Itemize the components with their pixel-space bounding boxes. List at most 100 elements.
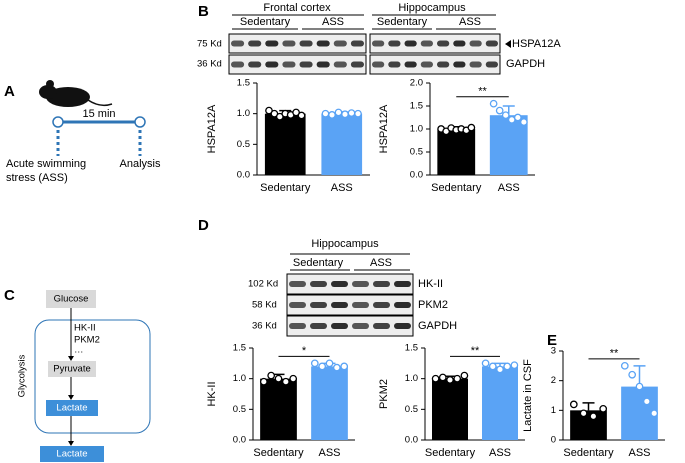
group: Sedentary	[240, 16, 291, 28]
bar	[437, 129, 476, 175]
arrow	[505, 40, 511, 48]
significance: **	[610, 348, 619, 360]
band	[420, 40, 433, 47]
y-tick-label: 0.0	[410, 170, 423, 181]
band	[331, 281, 348, 287]
x-tick-label: ASS	[489, 447, 511, 459]
y-tick-label: 0.5	[410, 147, 423, 158]
x-tick-label: Sedentary	[425, 447, 476, 459]
y-axis-label: HSPA12A	[378, 104, 390, 153]
data-point	[495, 106, 504, 115]
band	[289, 323, 306, 329]
blot-frame	[286, 294, 414, 316]
x-tick-label: Sedentary	[563, 447, 614, 459]
y-tick-label: 1.5	[405, 343, 418, 354]
y-tick-label: 1.0	[237, 108, 250, 119]
band	[453, 61, 466, 68]
band	[333, 61, 347, 68]
y-axis-label: HK-II	[206, 381, 218, 406]
significance: *	[302, 345, 307, 357]
data-point	[503, 362, 512, 371]
band	[265, 61, 279, 68]
protein: PKM2	[418, 299, 448, 311]
band	[310, 302, 327, 308]
error-bar	[582, 402, 595, 411]
band	[388, 40, 401, 47]
timepoint	[52, 116, 64, 128]
data-point	[274, 374, 283, 383]
data-point	[650, 409, 659, 418]
y-tick-label: 2	[551, 375, 556, 386]
mouse-icon	[39, 80, 113, 107]
bar	[321, 113, 363, 175]
cell	[34, 319, 151, 434]
data-point	[520, 118, 528, 126]
data-point	[510, 361, 519, 370]
band	[299, 40, 313, 47]
x-tick-label: ASS	[628, 447, 650, 459]
x-tick-label: ASS	[331, 182, 353, 194]
blot-frame	[228, 54, 367, 75]
band	[373, 281, 390, 287]
band	[289, 302, 306, 308]
data-point	[642, 397, 651, 406]
enzyme: …	[74, 345, 84, 356]
enzyme: HK-II	[74, 323, 96, 334]
y-tick-label: 3	[551, 346, 556, 357]
data-point	[340, 362, 349, 371]
band	[231, 61, 245, 68]
duration: 15 min	[82, 108, 115, 120]
band	[310, 323, 327, 329]
data-point	[635, 382, 644, 391]
data-point	[481, 359, 490, 368]
y-axis-label: PKM2	[378, 379, 390, 409]
node-box	[40, 446, 104, 462]
blot-frame	[369, 33, 501, 54]
bar	[264, 113, 306, 175]
band	[404, 61, 417, 68]
x-tick-label: Sedentary	[253, 447, 304, 459]
data-point	[289, 374, 298, 383]
data-point	[620, 361, 629, 370]
region: Frontal cortex	[263, 2, 331, 14]
significance: **	[471, 345, 480, 357]
y-axis-label: Lactate in CSF	[522, 359, 534, 432]
data-point	[460, 371, 469, 380]
data-point	[599, 404, 608, 413]
y-tick-label: 0.5	[233, 404, 246, 415]
node: Pyruvate	[53, 364, 91, 375]
data-point	[431, 374, 440, 383]
band	[350, 61, 364, 68]
y-tick-label: 1.5	[233, 343, 246, 354]
x-tick-label: Sedentary	[431, 182, 482, 194]
band	[352, 281, 369, 287]
band	[469, 61, 482, 68]
band	[437, 40, 450, 47]
band	[469, 40, 482, 47]
bar	[260, 378, 297, 440]
timepoint	[134, 116, 146, 128]
size-label: 36 Kd	[197, 59, 222, 70]
band	[372, 61, 385, 68]
band	[289, 281, 306, 287]
size-label: 58 Kd	[252, 300, 277, 311]
data-point	[341, 110, 349, 119]
group: ASS	[370, 257, 392, 269]
compartment: Glycolysis	[17, 354, 28, 397]
band	[373, 323, 390, 329]
blot-frame	[286, 273, 414, 295]
x-tick-label: Sedentary	[260, 182, 311, 194]
protein: GAPDH	[506, 58, 545, 70]
band	[372, 40, 385, 47]
band	[265, 40, 279, 47]
data-point	[488, 362, 497, 371]
band	[316, 61, 330, 68]
band	[331, 323, 348, 329]
y-tick-label: 1.0	[410, 124, 423, 135]
data-point	[297, 111, 306, 120]
protein: HK-II	[418, 278, 443, 290]
data-point	[446, 376, 454, 384]
panel-label: C	[4, 287, 15, 304]
data-point	[321, 109, 330, 118]
node-box	[46, 290, 96, 308]
